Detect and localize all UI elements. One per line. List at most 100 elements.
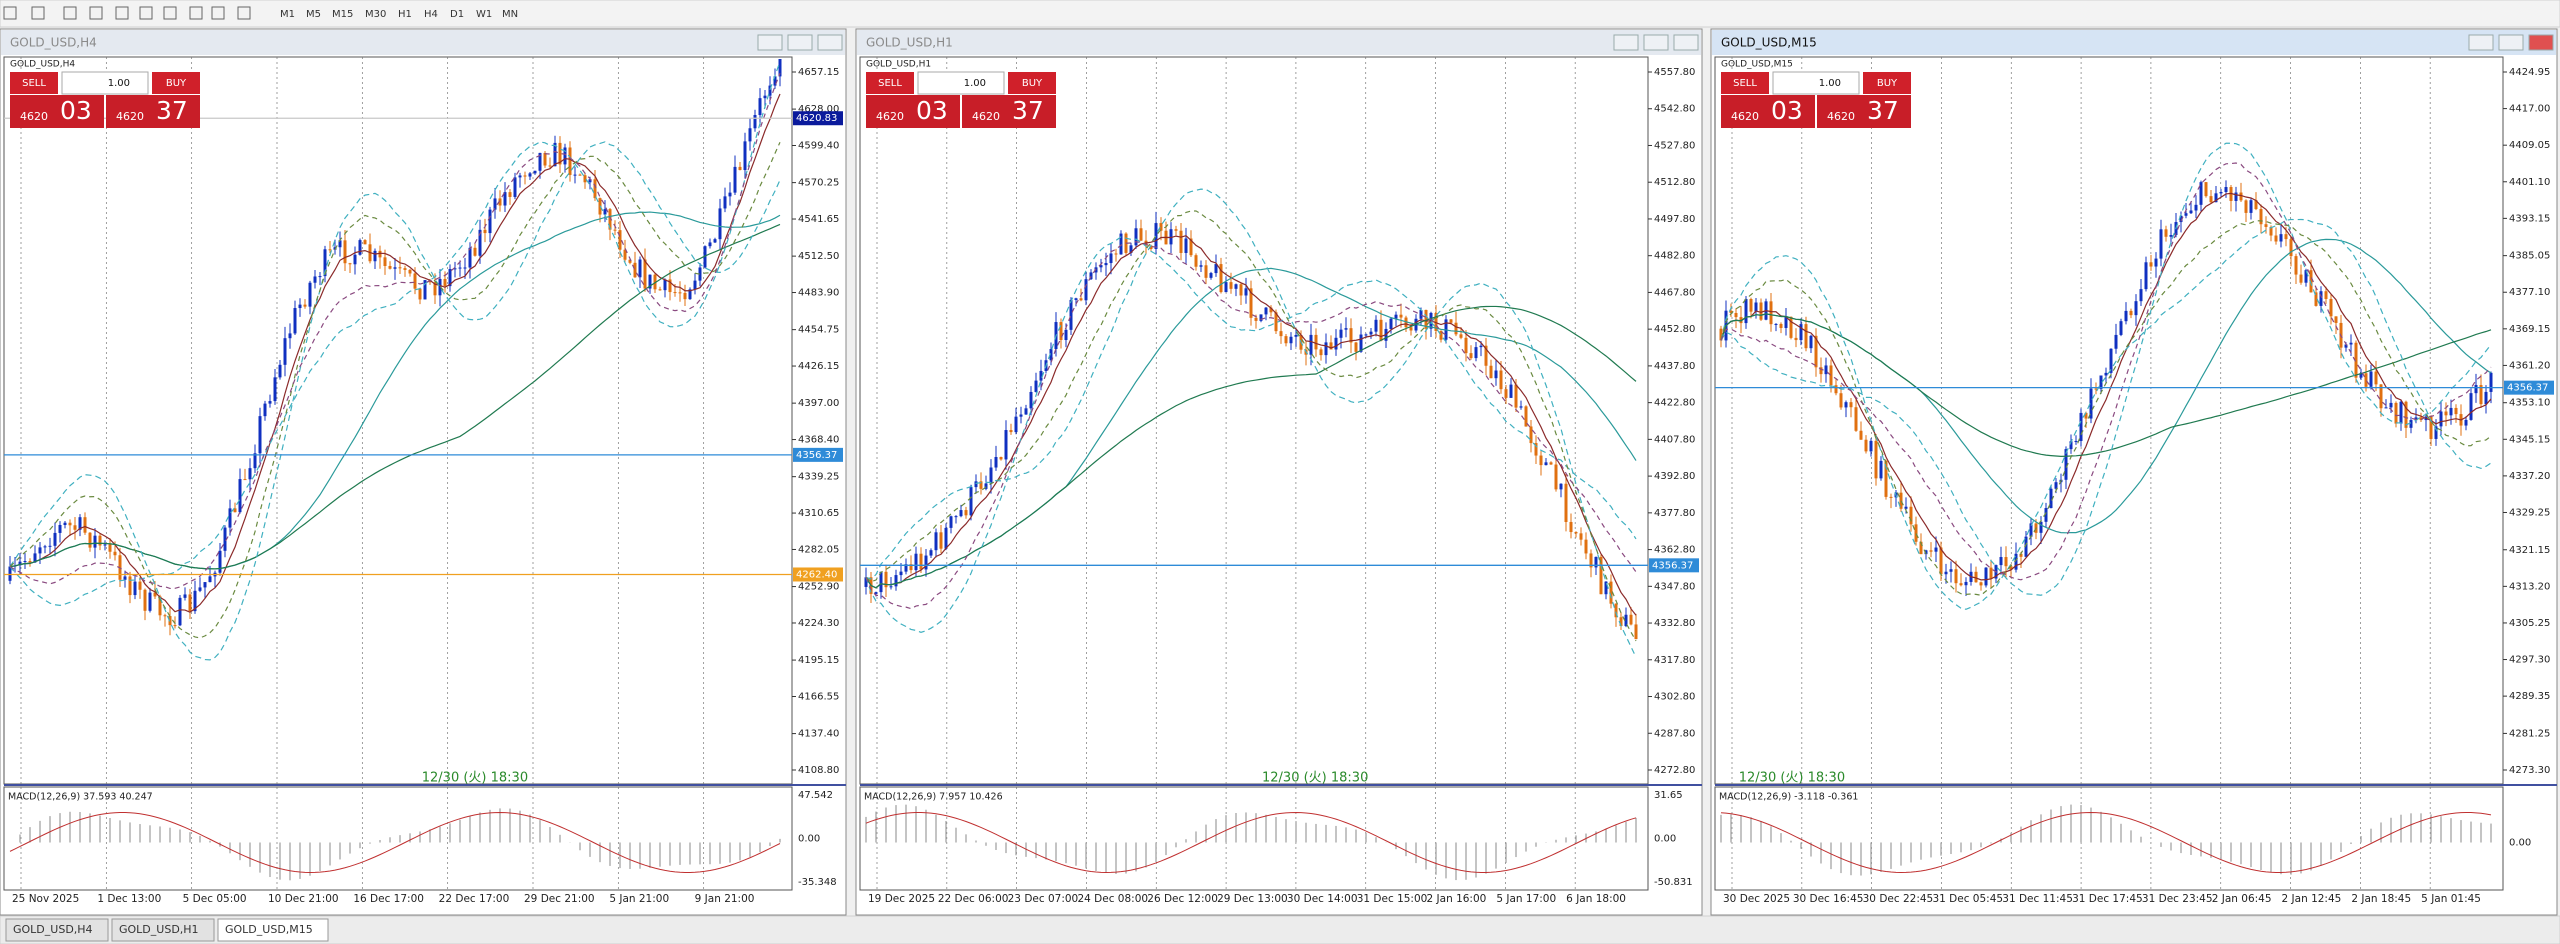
price-label: 4347.80	[1654, 581, 1695, 592]
timeframe-button[interactable]: H1	[398, 9, 412, 20]
candle-body	[1944, 571, 1948, 575]
tool-icon[interactable]	[237, 6, 251, 20]
candle-body	[1864, 439, 1868, 452]
timeframe-button[interactable]: M30	[365, 9, 386, 20]
tool-icon[interactable]	[139, 6, 153, 20]
tool-icon[interactable]	[163, 6, 177, 20]
candle-body	[1584, 539, 1588, 554]
bid-big: 03	[60, 96, 92, 125]
lot-input[interactable]	[61, 71, 149, 95]
maximize-button[interactable]	[787, 34, 813, 51]
close-button[interactable]	[817, 34, 843, 51]
candle-body	[1984, 567, 1988, 586]
sell-text[interactable]: SELL	[1733, 78, 1757, 89]
timeframe-button[interactable]: H4	[424, 9, 438, 20]
price-label: 4332.80	[1654, 618, 1695, 629]
candle-body	[2444, 411, 2448, 416]
timeframe-button[interactable]: MN	[502, 9, 518, 20]
buy-button[interactable]	[152, 72, 200, 94]
close-button[interactable]	[2528, 34, 2554, 51]
tool-icon[interactable]	[89, 6, 103, 20]
minimize-button[interactable]	[757, 34, 783, 51]
timeframe-button[interactable]: W1	[476, 9, 492, 20]
tool-icon[interactable]	[3, 6, 17, 20]
sell-button[interactable]	[1721, 72, 1769, 94]
maximize-button[interactable]	[2498, 34, 2524, 51]
lot-input[interactable]	[1772, 71, 1860, 95]
sell-button[interactable]	[10, 72, 58, 94]
buy-text[interactable]: BUY	[1877, 78, 1898, 89]
macd-axis-label: 31.65	[1654, 790, 1683, 801]
candle-body	[959, 510, 963, 517]
tool-icon[interactable]	[211, 6, 225, 20]
candle-body	[28, 561, 32, 563]
timeframe-button[interactable]: D1	[450, 9, 464, 20]
sell-text[interactable]: SELL	[878, 78, 902, 89]
lot-input[interactable]	[917, 71, 1005, 95]
tool-icon[interactable]	[189, 6, 203, 20]
lot-text[interactable]: 1.00	[1819, 78, 1841, 89]
ask-big: 37	[156, 96, 188, 125]
lot-text[interactable]: 1.00	[964, 78, 986, 89]
buy-button[interactable]	[1008, 72, 1056, 94]
price-label: 4385.05	[2509, 251, 2550, 262]
candle-body	[653, 274, 657, 290]
candle-body	[133, 581, 137, 596]
window-tab[interactable]	[111, 918, 215, 942]
candle-body	[1024, 408, 1028, 415]
bid-box[interactable]	[1721, 95, 1815, 128]
lot-text[interactable]: 1.00	[108, 78, 130, 89]
tab-label[interactable]: GOLD_USD,H4	[13, 923, 93, 936]
price-label: 4282.05	[798, 544, 839, 555]
candle-body	[2164, 229, 2168, 237]
timeframe-button[interactable]: M15	[332, 9, 353, 20]
timeframe-button[interactable]: M1	[280, 9, 295, 20]
tab-label[interactable]: GOLD_USD,H1	[119, 923, 199, 936]
buy-button[interactable]	[1863, 72, 1911, 94]
price-label: 4570.25	[798, 178, 839, 189]
candle-body	[693, 280, 697, 290]
macd-axis-label: -50.831	[1654, 877, 1693, 888]
ask-box[interactable]	[106, 95, 200, 128]
ask-small: 4620	[116, 110, 144, 123]
ask-box[interactable]	[1817, 95, 1911, 128]
tool-icon[interactable]	[31, 6, 45, 20]
price-label: 4437.80	[1654, 361, 1695, 372]
candle-body	[1799, 324, 1803, 341]
price-label: 4289.35	[2509, 691, 2550, 702]
candle-body	[628, 259, 632, 263]
price-label: 4628.00	[798, 104, 839, 115]
minimize-button[interactable]	[1613, 34, 1639, 51]
candle-body	[723, 196, 727, 209]
candle-body	[879, 571, 883, 593]
ask-box[interactable]	[962, 95, 1056, 128]
buy-text[interactable]: BUY	[166, 78, 187, 89]
maximize-button[interactable]	[1643, 34, 1669, 51]
sell-text[interactable]: SELL	[22, 78, 46, 89]
time-marker: 12/30 (火) 18:30	[422, 771, 528, 786]
bid-box[interactable]	[866, 95, 960, 128]
candle-body	[238, 479, 242, 513]
buy-text[interactable]: BUY	[1022, 78, 1043, 89]
bid-box[interactable]	[10, 95, 104, 128]
tab-label[interactable]: GOLD_USD,M15	[225, 923, 313, 936]
candle-body	[128, 576, 132, 596]
timeframe-button[interactable]: M5	[306, 9, 321, 20]
candle-body	[388, 265, 392, 269]
tool-icon[interactable]	[63, 6, 77, 20]
candle-body	[613, 229, 617, 231]
window-tab[interactable]	[217, 918, 329, 942]
candle-body	[1609, 581, 1613, 604]
candle-body	[673, 292, 677, 294]
price-label: 4137.40	[798, 729, 839, 740]
candle-body	[1564, 483, 1568, 522]
window-tab[interactable]	[5, 918, 109, 942]
minimize-button[interactable]	[2468, 34, 2494, 51]
candle-body	[1874, 440, 1878, 479]
price-label: 4482.80	[1654, 251, 1695, 262]
price-label: 4337.20	[2509, 471, 2550, 482]
tool-icon[interactable]	[115, 6, 129, 20]
price-line-tag	[1649, 558, 1699, 573]
sell-button[interactable]	[866, 72, 914, 94]
close-button[interactable]	[1673, 34, 1699, 51]
